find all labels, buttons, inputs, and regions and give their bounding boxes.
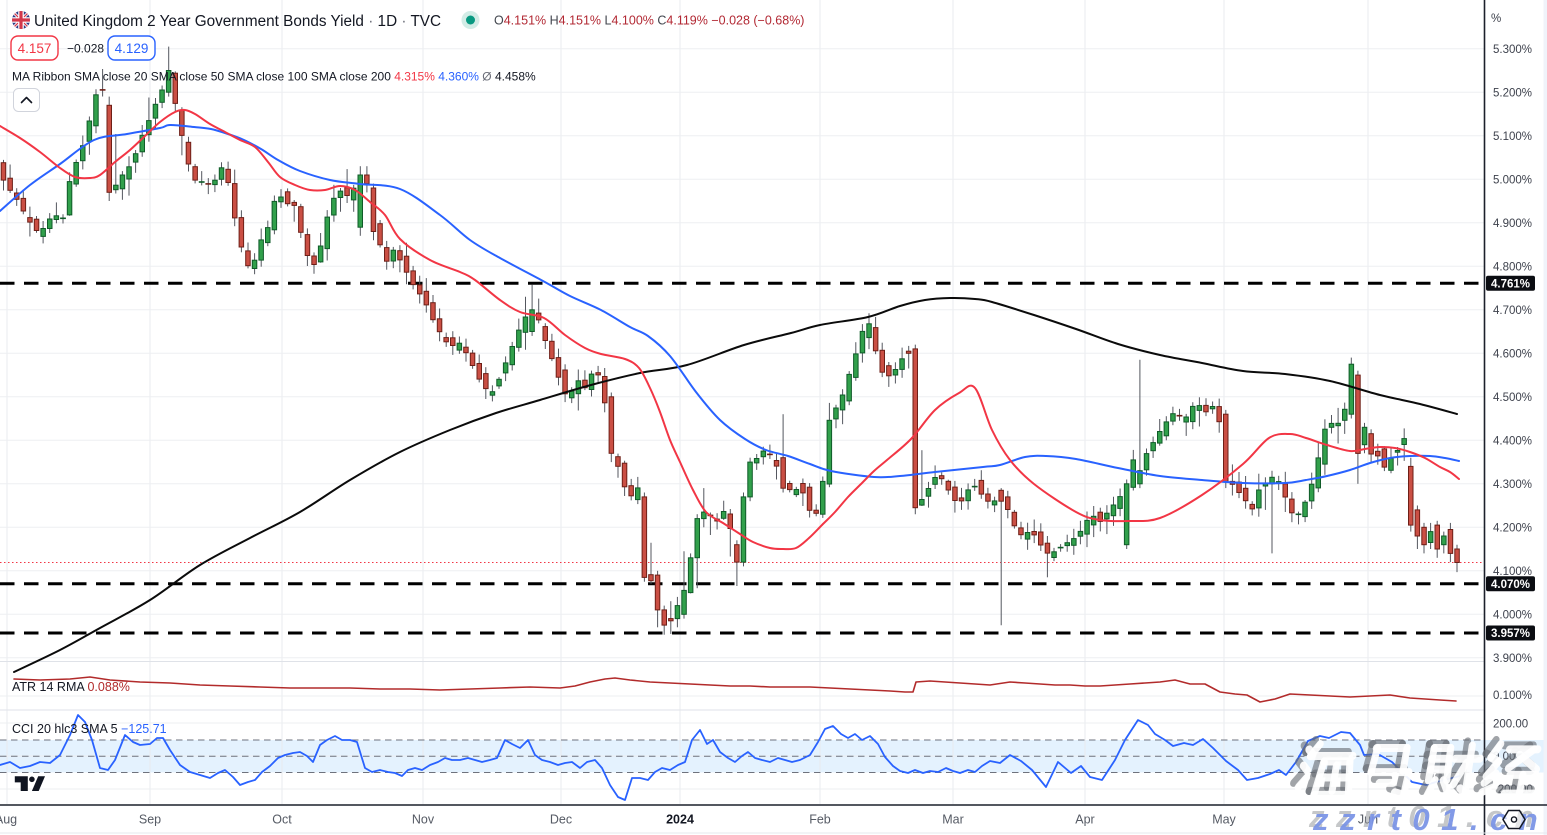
svg-text:4.200%: 4.200% — [1493, 522, 1532, 534]
svg-text:O4.151% H4.151% L4.100% C4.119: O4.151% H4.151% L4.100% C4.119% −0.028 (… — [494, 14, 804, 28]
svg-text:4.070%: 4.070% — [1491, 579, 1530, 591]
svg-text:4.157: 4.157 — [18, 41, 52, 56]
svg-text:Feb: Feb — [809, 813, 831, 827]
svg-text:4.300%: 4.300% — [1493, 479, 1532, 491]
svg-text:4.761%: 4.761% — [1491, 278, 1530, 290]
svg-text:0.100%: 0.100% — [1493, 690, 1532, 702]
svg-text:4.100%: 4.100% — [1493, 566, 1532, 578]
svg-text:3.957%: 3.957% — [1491, 628, 1530, 640]
svg-text:4.900%: 4.900% — [1493, 218, 1532, 230]
svg-text:5.200%: 5.200% — [1493, 87, 1532, 99]
svg-text:United Kingdom 2 Year Governme: United Kingdom 2 Year Government Bonds Y… — [34, 13, 441, 30]
svg-text:Jun: Jun — [1358, 813, 1378, 827]
svg-text:Nov: Nov — [412, 813, 435, 827]
svg-text:zzrt01.cn: zzrt01.cn — [1308, 799, 1545, 834]
svg-text:May: May — [1212, 813, 1236, 827]
svg-text:Apr: Apr — [1075, 813, 1094, 827]
svg-text:4.800%: 4.800% — [1493, 261, 1532, 273]
svg-text:4.500%: 4.500% — [1493, 392, 1532, 404]
svg-text:5.000%: 5.000% — [1493, 174, 1532, 186]
svg-text:CCI 20 hlc3 SMA 5 −125.71: CCI 20 hlc3 SMA 5 −125.71 — [12, 722, 167, 736]
svg-text:Aug: Aug — [0, 813, 17, 827]
svg-text:%: % — [1491, 13, 1501, 25]
svg-text:4.700%: 4.700% — [1493, 305, 1532, 317]
svg-text:4.400%: 4.400% — [1493, 435, 1532, 447]
svg-text:5.300%: 5.300% — [1493, 44, 1532, 56]
svg-text:Oct: Oct — [272, 813, 292, 827]
svg-text:MA Ribbon SMA close 20 SMA clo: MA Ribbon SMA close 20 SMA close 50 SMA … — [12, 70, 536, 84]
svg-text:4.600%: 4.600% — [1493, 348, 1532, 360]
svg-text:Sep: Sep — [139, 813, 161, 827]
svg-text:ATR 14 RMA 0.088%: ATR 14 RMA 0.088% — [12, 680, 130, 694]
svg-text:3.900%: 3.900% — [1493, 653, 1532, 665]
svg-text:4.000%: 4.000% — [1493, 609, 1532, 621]
svg-text:−0.028: −0.028 — [67, 42, 104, 56]
svg-text:Mar: Mar — [942, 813, 964, 827]
svg-text:5.100%: 5.100% — [1493, 131, 1532, 143]
svg-text:Dec: Dec — [550, 813, 572, 827]
svg-text:2024: 2024 — [666, 813, 694, 827]
svg-text:4.129: 4.129 — [115, 41, 149, 56]
svg-text:zzrt01.cn: zzrt01.cn — [1312, 802, 1547, 835]
svg-text:200.00: 200.00 — [1493, 719, 1528, 731]
